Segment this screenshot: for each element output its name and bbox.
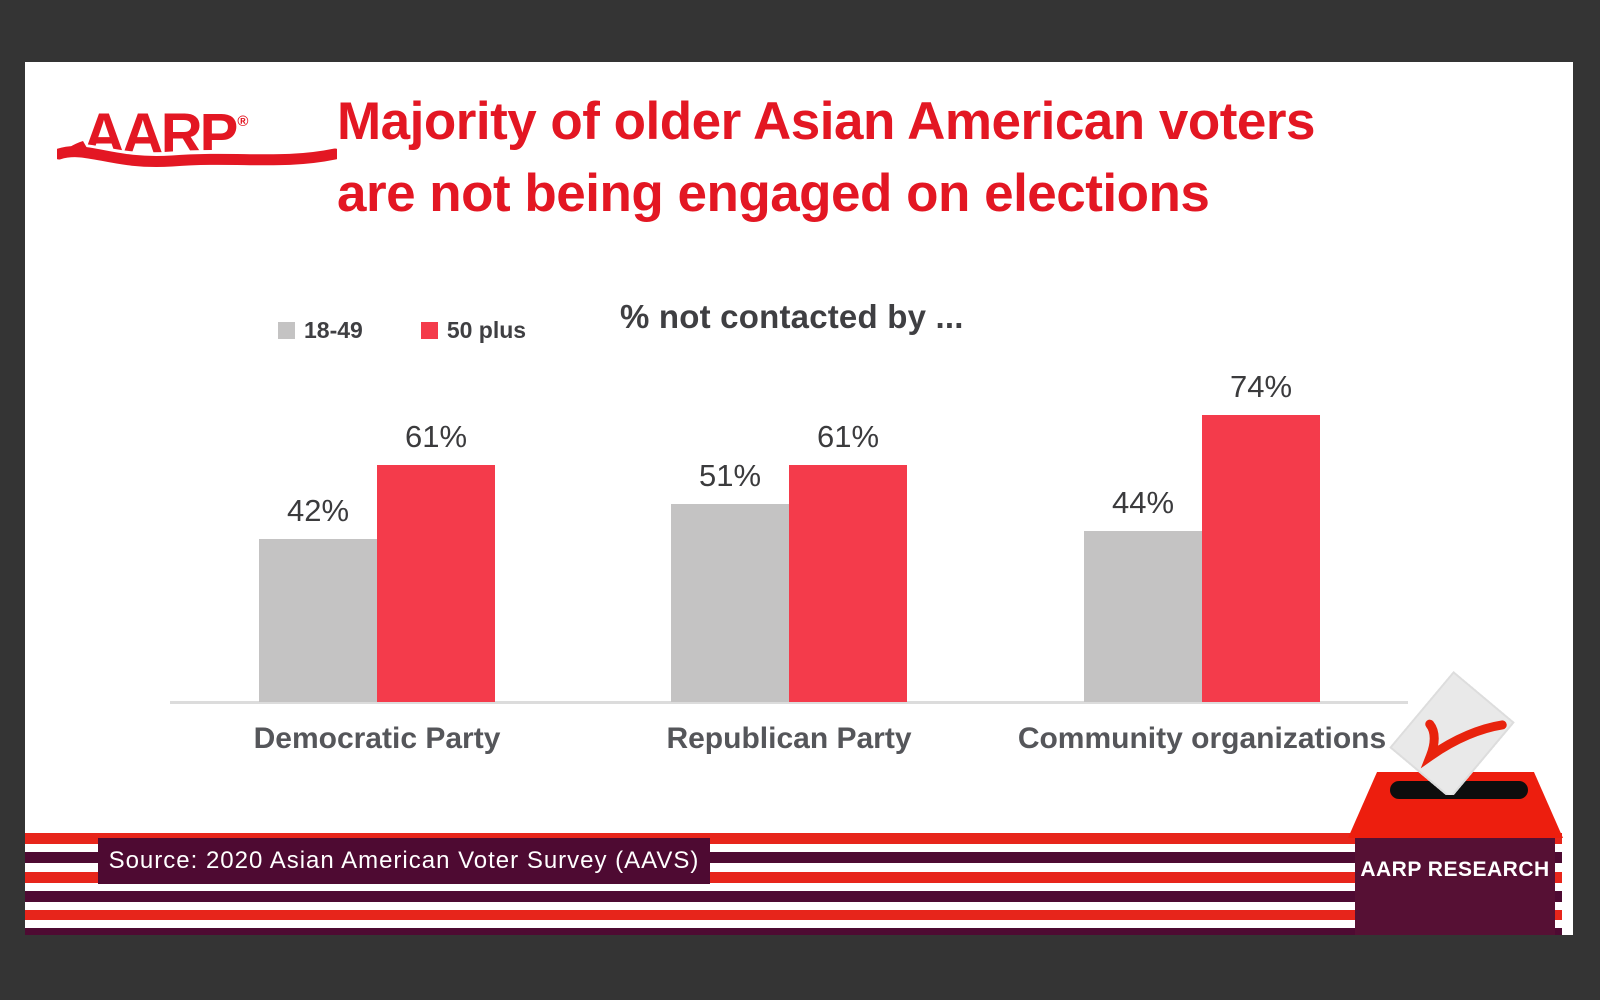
legend-item-18-49: 18-49: [278, 317, 363, 344]
slide: AARP ® Majority of older Asian American v…: [25, 62, 1573, 935]
aarp-logo-text: AARP: [83, 102, 238, 167]
ballot-paper-clip: [1355, 602, 1567, 795]
stripe-maroon: [25, 852, 1562, 863]
legend-label: 50 plus: [446, 317, 527, 343]
registered-trademark-symbol: ®: [237, 113, 249, 130]
category-label-republican-party: Republican Party: [666, 722, 912, 755]
stripe-red: [25, 833, 1562, 844]
legend-item-50-plus: 50 plus: [420, 317, 527, 344]
value-label-50-plus-democratic-party: 61%: [404, 419, 468, 454]
bar-18-49-republican-party: [671, 504, 789, 702]
bar-50-plus-republican-party: [789, 465, 907, 702]
bar-chart: 42% 61% Democratic Party 51% 61% Republican P…: [170, 362, 1408, 755]
title-line-2: are not being engaged on elections: [337, 164, 1210, 223]
stripe-red: [25, 872, 1562, 883]
stripe-maroon: [25, 928, 1562, 935]
legend-swatch-18-49: [278, 322, 295, 339]
value-label-50-plus-community-organizations: 74%: [1229, 369, 1293, 404]
stripe-maroon: [25, 891, 1562, 902]
category-label-community-organizations: Community organizations: [1017, 722, 1387, 755]
value-label-18-49-community-organizations: 44%: [1111, 485, 1175, 520]
bar-18-49-democratic-party: [259, 539, 377, 702]
chart-heading: % not contacted by ...: [620, 298, 964, 335]
checkmark-icon: [1420, 719, 1507, 769]
x-axis-line: [170, 701, 1408, 704]
legend-swatch-50-plus: [420, 322, 438, 339]
source-text: Source: 2020 Asian American Voter Survey…: [108, 847, 700, 874]
bar-50-plus-community-organizations: [1202, 415, 1320, 702]
stripe-red: [25, 910, 1562, 920]
title-line-1: Majority of older Asian American voters: [337, 92, 1315, 151]
value-label-50-plus-republican-party: 61%: [816, 419, 880, 454]
aarp-research-label: AARP RESEARCH: [1360, 858, 1550, 881]
bar-18-49-community-organizations: [1084, 531, 1202, 702]
bar-50-plus-democratic-party: [377, 465, 495, 702]
page-title: Majority of older Asian American voters …: [337, 86, 1557, 230]
category-label-democratic-party: Democratic Party: [253, 722, 501, 755]
ballot-paper: [1389, 670, 1515, 795]
legend-label: 18-49: [304, 317, 363, 343]
value-label-18-49-democratic-party: 42%: [286, 493, 350, 528]
source-box: Source: 2020 Asian American Voter Survey…: [98, 838, 710, 884]
aarp-research-badge: AARP RESEARCH: [1355, 838, 1555, 935]
aarp-logo: AARP ®: [57, 106, 343, 176]
ballot-box-slot: [1390, 781, 1528, 799]
value-label-18-49-republican-party: 51%: [698, 458, 762, 493]
chart-legend: 18-49 50 plus: [278, 317, 526, 344]
